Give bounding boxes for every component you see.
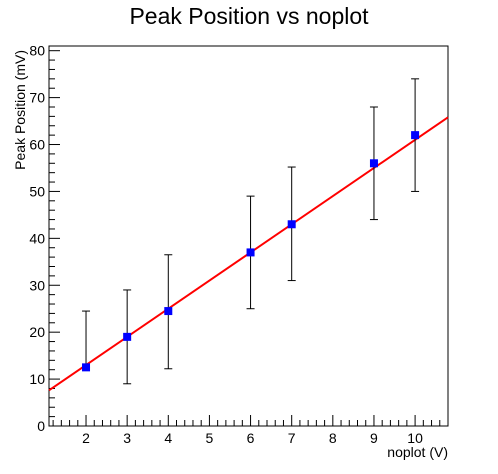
- x-axis: 2 3 4 5 6 7 8 9 10: [52, 415, 449, 446]
- error-bar-layer: [82, 78, 420, 385]
- data-point-marker: [164, 307, 173, 316]
- y-tick-label: 0: [37, 418, 45, 434]
- marker-layer: [82, 131, 420, 372]
- y-tick-label: 40: [29, 230, 45, 246]
- y-tick-label: 70: [29, 90, 45, 106]
- x-tick-label: 7: [288, 430, 296, 446]
- y-tick-label: 50: [29, 183, 45, 199]
- y-axis: 0 10 20 30 40 50 60 70 80: [29, 43, 60, 434]
- data-point-marker: [287, 220, 296, 229]
- data-point-marker: [246, 248, 255, 257]
- x-tick-label: 10: [407, 430, 423, 446]
- x-tick-label: 2: [82, 430, 90, 446]
- y-tick-label: 30: [29, 277, 45, 293]
- plot-frame: [48, 45, 449, 427]
- y-tick-label: 20: [29, 324, 45, 340]
- x-tick-label: 3: [123, 430, 131, 446]
- x-tick-label: 6: [247, 430, 255, 446]
- x-tick-label: 8: [329, 430, 337, 446]
- plot-area-border: [48, 45, 449, 427]
- x-axis-title: noplot (V): [387, 444, 448, 460]
- data-point-marker: [411, 131, 420, 140]
- data-point-marker: [369, 159, 378, 168]
- chart-title: Peak Position vs noplot: [129, 3, 369, 29]
- x-tick-label: 4: [164, 430, 172, 446]
- x-tick-label: 5: [206, 430, 214, 446]
- x-tick-label: 9: [370, 430, 378, 446]
- y-tick-label: 10: [29, 371, 45, 387]
- data-point-marker: [82, 363, 91, 372]
- y-tick-label: 60: [29, 137, 45, 153]
- data-point-marker: [123, 332, 132, 341]
- y-axis-title: Peak Position (mV): [12, 50, 28, 170]
- y-tick-label: 80: [29, 43, 45, 59]
